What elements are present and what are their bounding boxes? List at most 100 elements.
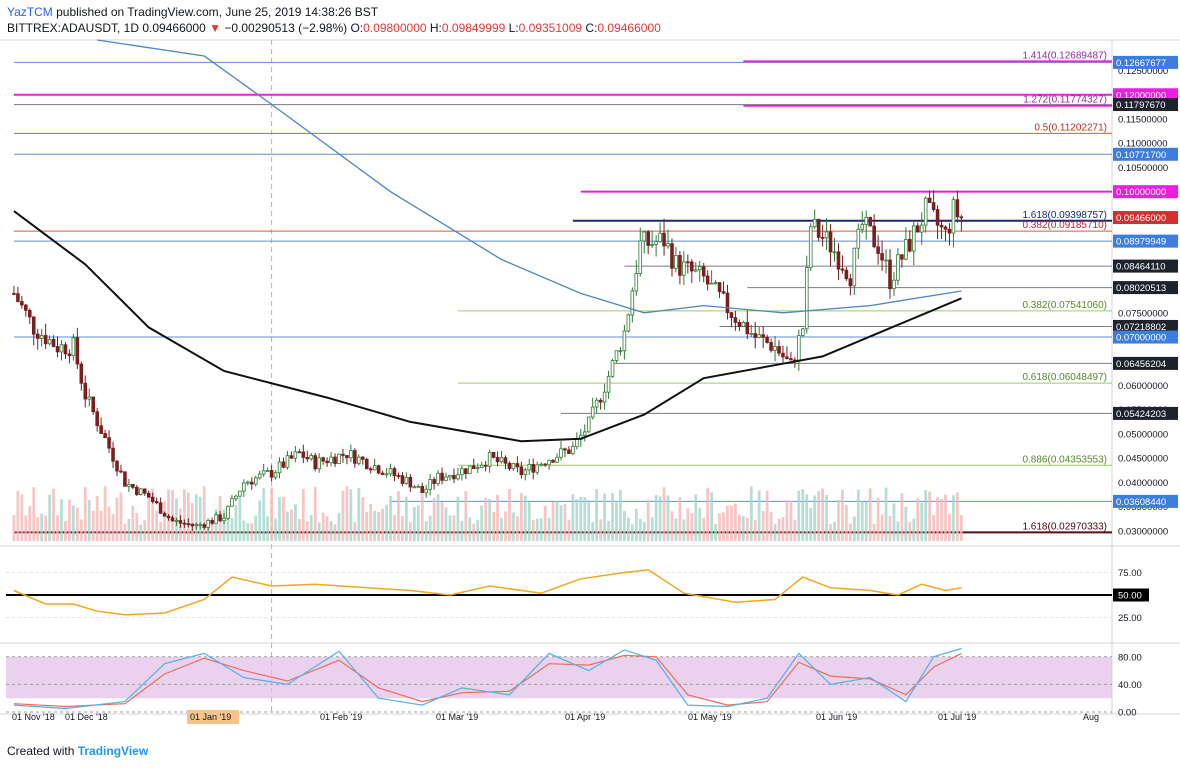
candle-body bbox=[99, 425, 103, 434]
candle-body bbox=[24, 304, 28, 311]
volume-bar bbox=[416, 505, 420, 541]
volume-bar bbox=[892, 503, 896, 541]
candle-body bbox=[416, 485, 421, 488]
volume-bar bbox=[412, 507, 416, 541]
volume-bar bbox=[904, 506, 908, 541]
time-axis-label: 01 Feb '19 bbox=[320, 712, 362, 722]
candle-body bbox=[12, 293, 16, 295]
open-value: 0.09800000 bbox=[363, 21, 427, 35]
candle-body bbox=[16, 293, 20, 302]
volume-bar bbox=[694, 494, 698, 541]
candle-body bbox=[781, 352, 785, 358]
candle-body bbox=[927, 197, 932, 204]
volume-bar bbox=[595, 489, 599, 541]
tradingview-logo[interactable]: TradingView bbox=[77, 744, 149, 758]
volume-bar bbox=[872, 523, 876, 541]
fib-level-label: 0.618(0.06048497) bbox=[1022, 372, 1107, 383]
volume-bar bbox=[737, 514, 741, 541]
candle-body bbox=[412, 486, 417, 489]
candle-body bbox=[420, 485, 425, 494]
fib-level-label: 1.272(0.11774327) bbox=[1023, 95, 1107, 106]
candle-body bbox=[634, 273, 639, 292]
volume-bar bbox=[480, 505, 484, 541]
volume-bar bbox=[563, 504, 567, 541]
candle-body bbox=[543, 463, 547, 466]
volume-bar bbox=[151, 488, 155, 541]
volume-bar bbox=[591, 522, 595, 541]
volume-bar bbox=[543, 505, 547, 541]
volume-bar bbox=[734, 503, 737, 541]
volume-bar bbox=[948, 514, 951, 541]
candle-body bbox=[769, 342, 773, 351]
candle-body bbox=[190, 523, 195, 527]
volume-bar bbox=[75, 507, 79, 541]
candle-body bbox=[590, 406, 595, 418]
volume-bar bbox=[944, 494, 947, 541]
volume-bar bbox=[706, 488, 710, 541]
volume-bar bbox=[761, 511, 765, 541]
candle-body bbox=[840, 268, 845, 271]
volume-bar bbox=[238, 495, 242, 541]
candle-body bbox=[586, 416, 591, 433]
candle-body bbox=[828, 231, 833, 253]
candle-body bbox=[896, 254, 900, 281]
volume-bar bbox=[345, 486, 349, 541]
candle-body bbox=[915, 225, 920, 233]
candle-body bbox=[127, 484, 131, 487]
candle-body bbox=[75, 337, 80, 365]
candle-body bbox=[261, 470, 266, 475]
price-badge bbox=[1113, 259, 1178, 273]
candle-body bbox=[357, 456, 361, 464]
candle-body bbox=[503, 457, 508, 464]
volume-bar bbox=[650, 517, 654, 541]
volume-bar bbox=[369, 503, 373, 541]
candle-body bbox=[249, 481, 254, 485]
candle-body bbox=[860, 224, 865, 230]
candle-body bbox=[658, 232, 662, 242]
stoch-axis-tick: 0.00 bbox=[1118, 708, 1137, 719]
candle-body bbox=[135, 486, 139, 495]
volume-bar bbox=[658, 496, 662, 541]
candle-body bbox=[507, 462, 512, 470]
volume-bar bbox=[282, 497, 285, 541]
volume-bar bbox=[270, 487, 273, 541]
candle-body bbox=[253, 477, 258, 485]
volume-bar bbox=[155, 510, 159, 541]
candle-body bbox=[35, 333, 40, 339]
volume-bar bbox=[567, 519, 571, 541]
volume-bar bbox=[527, 501, 531, 541]
volume-bar bbox=[377, 511, 381, 541]
rsi-badge bbox=[1113, 588, 1149, 602]
volume-bar bbox=[559, 505, 563, 541]
stoch-axis-tick: 80.00 bbox=[1118, 652, 1142, 663]
volume-bar bbox=[880, 514, 884, 541]
low-label: L: bbox=[508, 21, 519, 35]
volume-bar bbox=[79, 519, 83, 541]
volume-bar bbox=[389, 496, 392, 541]
candle-body bbox=[285, 455, 290, 468]
candle-body bbox=[475, 467, 480, 469]
volume-bar bbox=[163, 501, 166, 541]
candle-body bbox=[789, 358, 793, 361]
author-name[interactable]: YazTCM bbox=[7, 5, 53, 19]
candle-body bbox=[174, 520, 179, 522]
fib-level-label: 0.382(0.07541060) bbox=[1022, 300, 1107, 311]
candle-body bbox=[238, 490, 242, 497]
price-badge bbox=[1113, 356, 1178, 370]
candle-body bbox=[277, 461, 282, 474]
volume-bar bbox=[325, 516, 329, 541]
price-badge bbox=[1113, 406, 1178, 420]
open-label: O: bbox=[350, 21, 364, 35]
volume-bar bbox=[741, 516, 745, 541]
volume-bar bbox=[408, 521, 412, 541]
volume-bar bbox=[531, 520, 535, 541]
price-axis-tick: 0.04500000 bbox=[1118, 454, 1168, 465]
price-badge bbox=[1113, 55, 1178, 69]
volume-bar bbox=[841, 489, 844, 541]
candle-body bbox=[539, 463, 543, 466]
candle-body bbox=[610, 360, 615, 377]
candle-body bbox=[594, 399, 599, 408]
candle-body bbox=[353, 450, 357, 464]
volume-bar bbox=[182, 489, 186, 541]
